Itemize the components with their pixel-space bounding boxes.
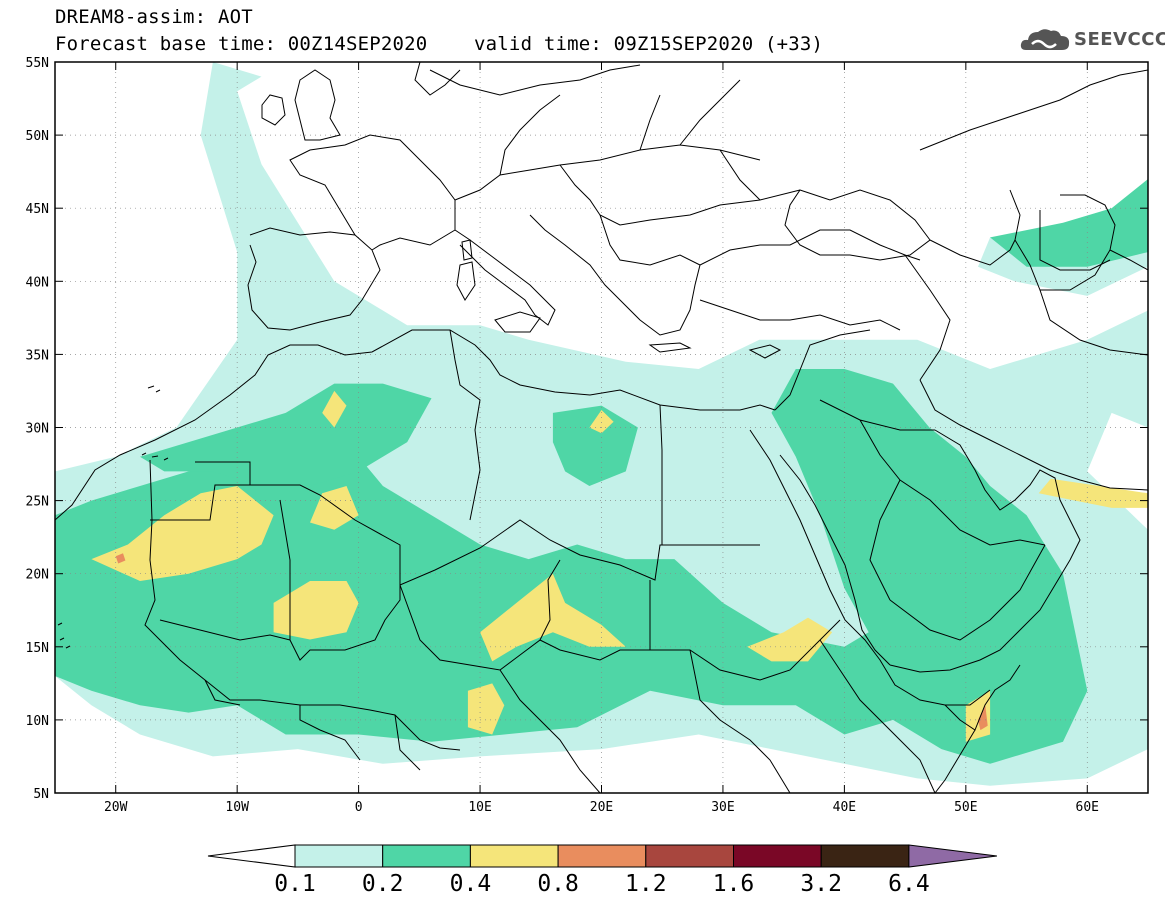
lon-tick-label: 0 (355, 800, 363, 815)
sicily-coast (494, 311, 541, 333)
cloud-icon (1020, 29, 1070, 50)
aot-region-class-3 (322, 390, 347, 428)
aot-region-class-3 (467, 683, 505, 735)
crete-coast (648, 342, 692, 353)
persian-gulf-coast (934, 429, 1061, 511)
turkey-coast (699, 299, 901, 331)
colorbar-segment (733, 844, 822, 868)
colorbar-level-label: 3.2 (800, 871, 842, 897)
lon-tick-label: 50E (954, 800, 977, 815)
lat-tick-label: 25N (26, 495, 49, 510)
aot-region-class-3 (91, 486, 274, 581)
africa-borders-north (195, 329, 760, 586)
lat-tick-label: 55N (26, 56, 49, 71)
lat-tick-label: 40N (26, 275, 49, 290)
seevccc-logo: SEEVCCC (1018, 24, 1165, 56)
aot-region-class-3 (747, 617, 833, 662)
forecast-base-time: Forecast base time: 00Z14SEP2020 (55, 33, 428, 55)
colorbar-segment (645, 844, 734, 868)
lat-tick-label: 15N (26, 641, 49, 656)
lat-tick-label: 5N (33, 787, 49, 802)
baltic-coast (429, 64, 641, 96)
colorbar-segment (820, 844, 910, 868)
iberia-coast (247, 227, 381, 331)
lon-tick-label: 40E (833, 800, 856, 815)
caspian-coast (1009, 189, 1116, 291)
cyprus-coast (748, 344, 782, 359)
colorbar-level-label: 6.4 (888, 871, 930, 897)
colorbar-level-label: 0.4 (450, 871, 492, 897)
arabia-borders (819, 399, 1046, 641)
map-title: DREAM8-assim: AOT (55, 6, 253, 28)
central-asia-borders (904, 210, 1148, 381)
balkans-coast (529, 214, 921, 336)
sardinia-coast (456, 261, 476, 301)
scandinavia-coast (414, 62, 461, 96)
valid-time: valid time: 09Z15SEP2020 (+33) (474, 33, 824, 55)
france-coast (289, 134, 456, 251)
cape-verde-islands (57, 622, 71, 649)
corsica-coast (461, 239, 473, 261)
aot-region-class-4 (115, 553, 126, 564)
lon-tick-label: 20E (590, 800, 613, 815)
africa-borders-west (150, 484, 401, 661)
britain-coast (294, 69, 341, 141)
aot-region-class-3 (273, 581, 359, 640)
lat-tick-label: 10N (26, 714, 49, 729)
colorbar-under-triangle (207, 844, 296, 868)
lon-tick-label: 10W (225, 800, 249, 815)
colorbar-level-label: 1.2 (625, 871, 667, 897)
lon-tick-label: 10E (468, 800, 491, 815)
lon-tick-label: 60E (1076, 800, 1099, 815)
black-sea-coast (784, 189, 931, 261)
colorbar-segment (382, 844, 471, 868)
colorbar-segment (469, 844, 559, 868)
europe-borders (454, 79, 801, 266)
aot-region-class-2 (552, 405, 638, 486)
red-sea-west-coast (749, 429, 991, 706)
west-africa-coast (144, 459, 461, 751)
ireland-coast (261, 94, 286, 126)
colorbar-over-triangle (908, 844, 997, 868)
italy-coast (454, 229, 556, 326)
colorbar-level-label: 0.8 (537, 871, 579, 897)
axis-ticks (55, 61, 1148, 794)
axis-tick-labels: 20W 10W 0 10E 20E 30E 40E 50E 60E 55N 50N 45N 40N 35N… (26, 56, 1100, 815)
lat-tick-label: 50N (26, 129, 49, 144)
aot-fields (55, 62, 1148, 786)
aot-region-class-2 (990, 179, 1148, 267)
red-sea-east-coast (779, 454, 891, 666)
lat-tick-label: 20N (26, 568, 49, 583)
time-info: Forecast base time: 00Z14SEP2020 valid t… (55, 33, 823, 55)
arabia-south-coast (889, 499, 1081, 673)
lon-tick-label: 30E (711, 800, 734, 815)
iran-coast (919, 379, 1148, 491)
lat-tick-label: 45N (26, 202, 49, 217)
lat-tick-label: 35N (26, 348, 49, 363)
colorbar-level-label: 1.6 (713, 871, 755, 897)
lat-tick-label: 30N (26, 422, 49, 437)
colorbar-level-label: 0.2 (362, 871, 404, 897)
colorbar-segment (557, 844, 647, 868)
aot-region-class-4 (978, 705, 988, 731)
north-africa-coast (55, 329, 776, 521)
horn-of-africa-coast (944, 664, 1021, 731)
aral-region-lines (919, 69, 1148, 151)
africa-borders-south (204, 639, 936, 793)
colorbar-segment (294, 844, 384, 868)
coastlines-and-borders (55, 62, 1148, 793)
aot-region-class-2 (140, 383, 432, 486)
east-africa-coast (934, 729, 976, 793)
lon-tick-label: 20W (104, 800, 128, 815)
aot-region-class-3 (480, 573, 626, 662)
levant-egypt-coast (774, 329, 871, 411)
colorbar-level-label: 0.1 (274, 871, 316, 897)
canary-islands (141, 385, 169, 461)
colorbar: 0.1 0.2 0.4 0.8 1.2 1.6 3.2 6.4 (207, 844, 997, 897)
